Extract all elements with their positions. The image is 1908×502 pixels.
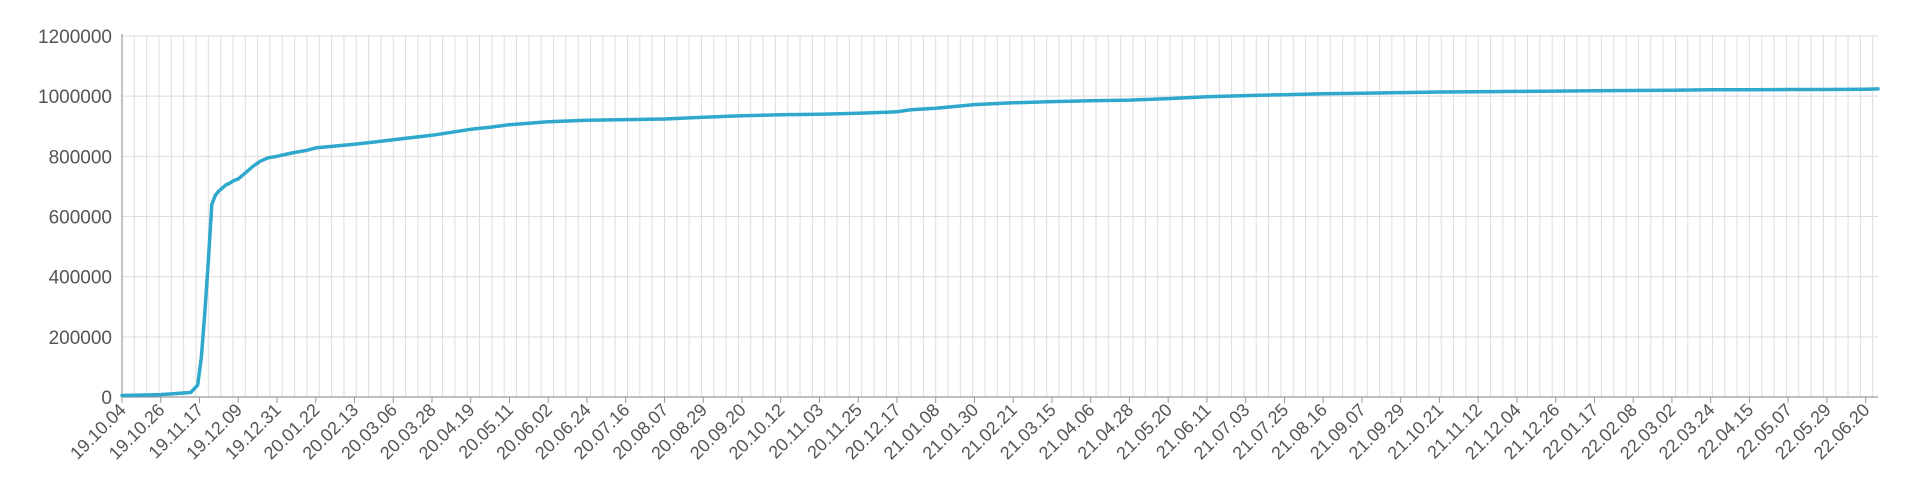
chart-axes (121, 34, 1878, 398)
y-tick-label: 600000 (49, 208, 112, 229)
y-tick-label: 1000000 (38, 87, 112, 108)
y-tick-label: 400000 (49, 268, 112, 289)
x-axis-ticks: 19.10.0419.10.2619.11.1719.12.0919.12.31… (66, 397, 1873, 463)
y-tick-label: 1200000 (38, 27, 112, 48)
y-axis-ticks: 0 200000 400000 600000 800000 1000000 1200000 (38, 27, 112, 409)
series-line (120, 87, 1880, 398)
y-tick-label: 200000 (49, 328, 112, 349)
plot-area (120, 87, 1880, 398)
y-tick-label: 0 (101, 388, 112, 409)
chart-grid (121, 35, 1878, 398)
y-tick-label: 800000 (49, 147, 112, 168)
